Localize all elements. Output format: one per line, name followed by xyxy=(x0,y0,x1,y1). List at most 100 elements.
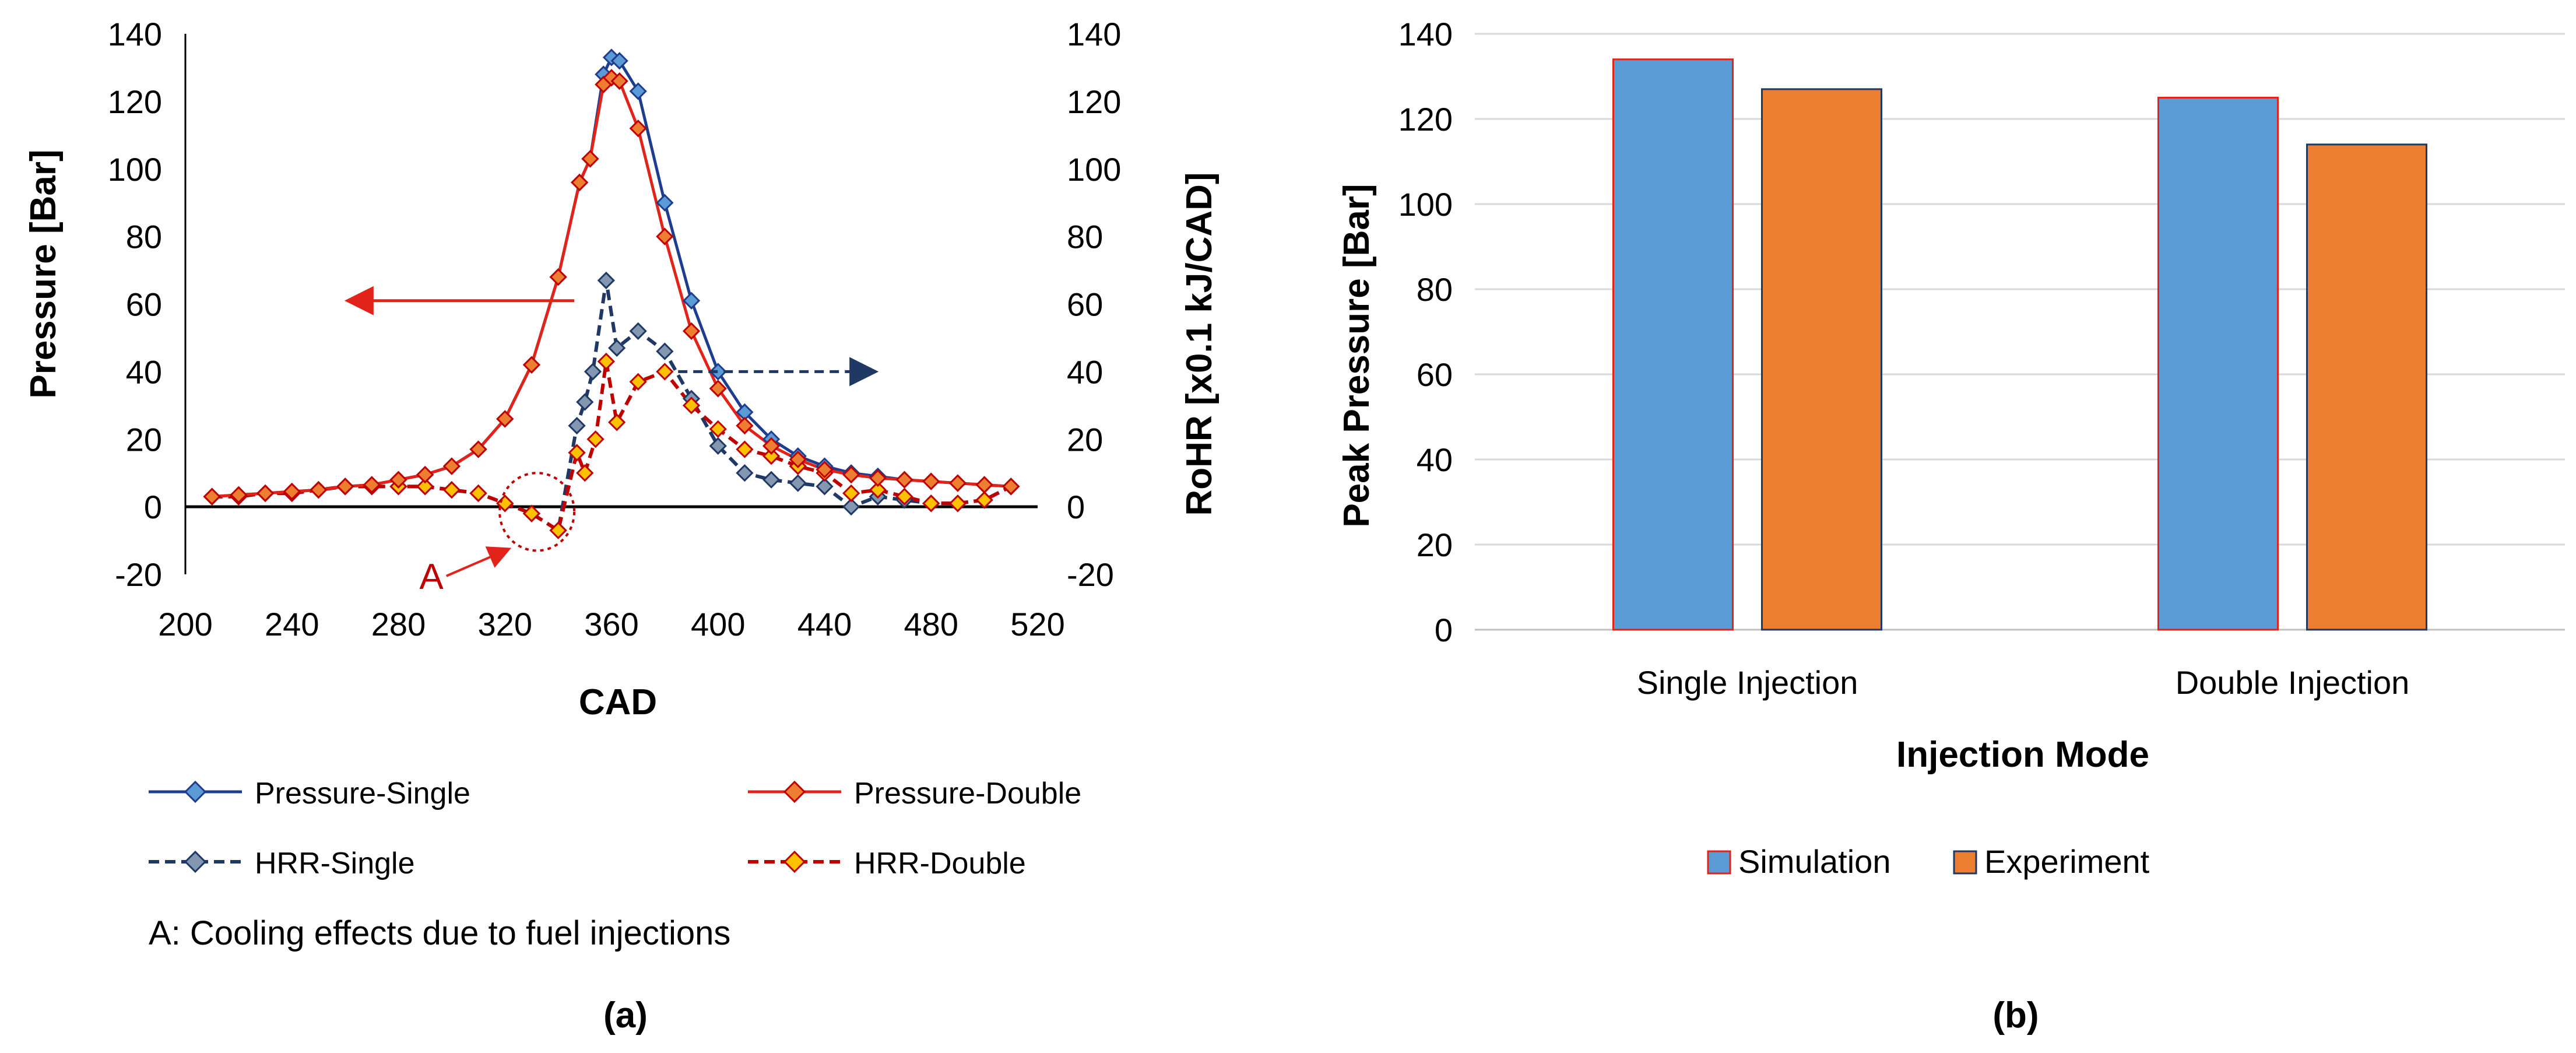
data-point-pressure-double xyxy=(948,474,967,492)
bar-y-tick-label: 60 xyxy=(1417,356,1453,393)
data-point-hrr-double xyxy=(469,484,487,503)
legend-item-simulation: Simulation xyxy=(1707,843,1890,880)
left-y-tick-labels: -20 0 20 40 60 80 100 120 140 xyxy=(108,16,162,593)
x-tick-label: 480 xyxy=(904,606,958,643)
data-point-hrr-double xyxy=(682,396,701,415)
data-point-hrr-single xyxy=(656,342,674,360)
right-y-tick-label: 140 xyxy=(1067,16,1121,52)
data-point-pressure-double xyxy=(256,484,275,503)
bar-experiment-double-injection xyxy=(2306,143,2427,631)
annotation-a-label: A xyxy=(419,557,444,597)
right-y-tick-label: 60 xyxy=(1067,286,1103,323)
right-y-tick-label: 100 xyxy=(1067,151,1121,188)
data-point-pressure-double xyxy=(310,481,328,499)
x-tick-labels: 200 240 280 320 360 400 440 480 520 xyxy=(158,606,1064,643)
x-tick-label: 440 xyxy=(797,606,852,643)
left-y-tick-label: 120 xyxy=(108,83,162,120)
bar-chart-panel: 0 20 40 60 80 100 120 140 Single Injection Doubl… xyxy=(1337,16,2565,1036)
data-point-hrr-double xyxy=(522,504,541,522)
legend-label-simulation: Simulation xyxy=(1738,843,1890,880)
data-point-pressure-double xyxy=(816,461,834,479)
legend-label-hrr-single: HRR-Single xyxy=(255,847,415,880)
data-point-pressure-double xyxy=(363,476,381,494)
bar-y-tick-label: 80 xyxy=(1417,271,1453,308)
data-point-hrr-double xyxy=(597,352,615,371)
bar-category-labels: Single Injection Double Injection xyxy=(1637,664,2410,701)
left-y-axis-title: Pressure [Bar] xyxy=(23,149,64,398)
data-point-pressure-double xyxy=(230,486,248,504)
data-point-hrr-double xyxy=(762,447,781,465)
left-y-tick-label: 100 xyxy=(108,151,162,188)
bar-chart-legend: Simulation Experiment xyxy=(1707,843,2150,880)
data-point-hrr-double xyxy=(736,440,754,458)
data-point-hrr-double xyxy=(549,521,567,539)
data-point-pressure-double xyxy=(549,268,567,286)
legend-item-hrr-double: HRR-Double xyxy=(748,847,1026,880)
data-point-pressure-double xyxy=(629,120,647,138)
bar-y-tick-label: 140 xyxy=(1398,16,1453,52)
legend-item-pressure-single: Pressure-Single xyxy=(149,777,470,810)
data-point-pressure-single xyxy=(682,292,701,310)
data-point-hrr-double xyxy=(629,373,647,391)
line-chart-panel: -20 0 20 40 60 80 100 120 140 -20 0 20 40 60 80 100 120… xyxy=(23,16,1220,1036)
data-point-pressure-single xyxy=(656,194,674,212)
data-point-pressure-double xyxy=(736,416,754,435)
legend-swatch-experiment xyxy=(1953,850,1977,875)
bar-category-label: Single Injection xyxy=(1637,664,1858,701)
legend-item-experiment: Experiment xyxy=(1953,843,2150,880)
data-point-hrr-double xyxy=(842,484,860,503)
data-point-hrr-single xyxy=(568,416,586,435)
data-point-pressure-double xyxy=(522,356,541,374)
data-point-hrr-single xyxy=(736,464,754,482)
data-point-pressure-double xyxy=(389,471,407,489)
data-point-pressure-double xyxy=(496,410,514,428)
left-y-tick-label: 140 xyxy=(108,16,162,52)
bar-y-tick-label: 20 xyxy=(1417,526,1453,563)
data-point-hrr-single xyxy=(597,271,615,290)
right-y-tick-label: 40 xyxy=(1067,353,1103,390)
data-point-hrr-single xyxy=(629,322,647,340)
legend-item-pressure-double: Pressure-Double xyxy=(748,777,1081,810)
panel-label-b: (b) xyxy=(1992,995,2039,1036)
bar-x-axis-title: Injection Mode xyxy=(1896,735,2149,775)
data-point-pressure-double xyxy=(336,478,354,496)
bar-experiment-single-injection xyxy=(1761,88,1882,631)
annotation-a-pointer-arrow xyxy=(445,546,512,577)
data-point-hrr-double xyxy=(586,430,605,448)
data-point-pressure-double xyxy=(416,465,434,484)
data-point-pressure-double xyxy=(762,437,781,455)
annotation-caption: A: Cooling effects due to fuel injection… xyxy=(149,914,730,952)
right-y-tick-label: 20 xyxy=(1067,421,1103,458)
legend-label-pressure-double: Pressure-Double xyxy=(854,777,1081,810)
panel-label-a: (a) xyxy=(603,995,648,1036)
bar-y-tick-label: 120 xyxy=(1398,101,1453,138)
data-point-pressure-double xyxy=(656,227,674,245)
line-chart-legend: Pressure-Single Pressure-Double HRR-Sing… xyxy=(149,777,1081,880)
x-tick-label: 520 xyxy=(1010,606,1064,643)
x-tick-label: 240 xyxy=(265,606,319,643)
data-point-hrr-double xyxy=(416,478,434,496)
series-line-hrr-double xyxy=(212,360,1012,532)
data-point-hrr-single xyxy=(762,471,781,489)
data-point-hrr-single xyxy=(584,363,602,381)
data-point-pressure-double xyxy=(869,469,887,487)
data-point-hrr-double xyxy=(576,464,594,482)
data-point-pressure-double xyxy=(283,482,301,501)
data-point-hrr-single xyxy=(709,437,727,455)
bar-y-tick-label: 100 xyxy=(1398,186,1453,223)
data-point-pressure-single xyxy=(629,82,647,100)
data-point-hrr-single xyxy=(816,478,834,496)
right-y-tick-label: 0 xyxy=(1067,489,1085,525)
data-point-hrr-double xyxy=(869,481,887,499)
bar-y-tick-label: 40 xyxy=(1417,441,1453,478)
bar-series-group xyxy=(1612,58,2427,631)
legend-label-hrr-double: HRR-Double xyxy=(854,847,1026,880)
data-point-pressure-double xyxy=(1002,478,1020,496)
data-point-pressure-double xyxy=(709,380,727,398)
data-point-hrr-single xyxy=(608,339,626,357)
data-point-hrr-double xyxy=(895,487,913,506)
x-tick-label: 320 xyxy=(478,606,532,643)
x-tick-label: 360 xyxy=(584,606,638,643)
bar-y-tick-labels: 0 20 40 60 80 100 120 140 xyxy=(1398,16,1453,648)
